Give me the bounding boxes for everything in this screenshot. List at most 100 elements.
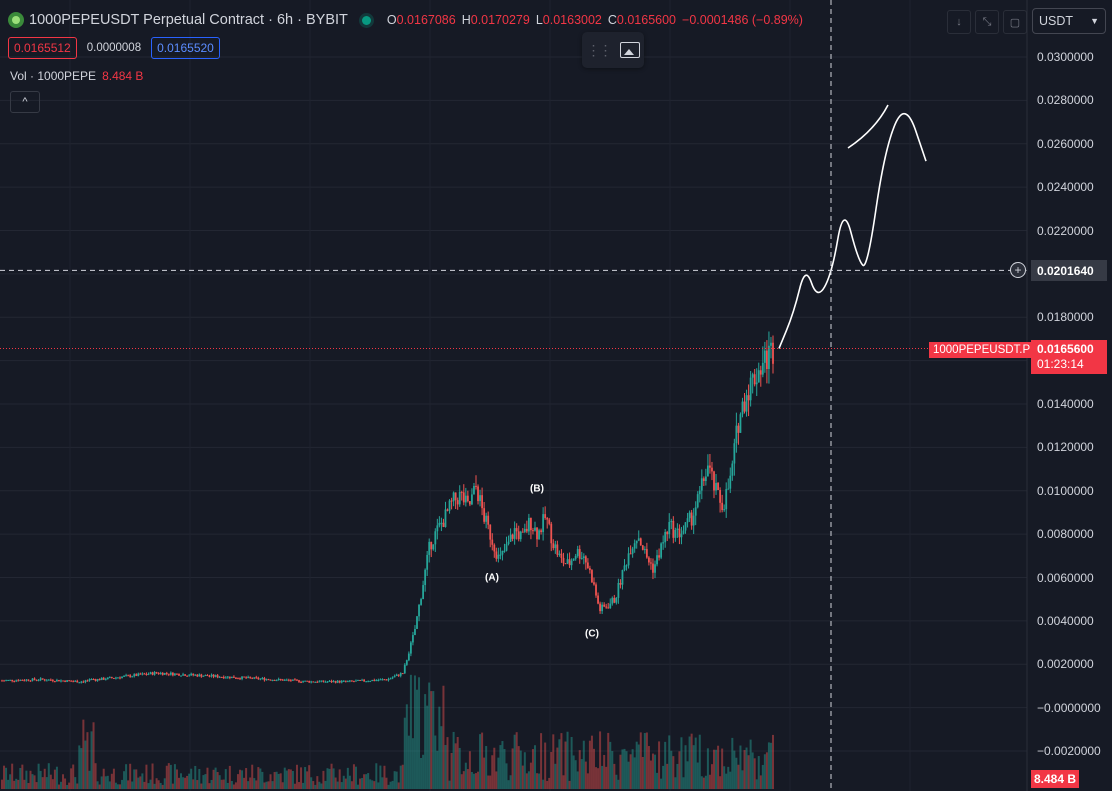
candle-body	[230, 676, 233, 679]
volume-bar	[666, 763, 669, 789]
candle-body	[310, 681, 313, 683]
volume-bar	[363, 774, 366, 789]
candle-body	[355, 680, 357, 682]
candle-body	[375, 680, 378, 682]
image-icon[interactable]	[619, 42, 640, 58]
candle-body	[80, 681, 83, 683]
add-plus-icon[interactable]: +	[1010, 262, 1026, 278]
projection-stub	[847, 104, 889, 149]
candle-body	[249, 676, 252, 678]
candle-body	[448, 500, 451, 511]
candle-body	[241, 676, 243, 679]
candle-body	[611, 597, 614, 604]
volume-bar	[194, 765, 197, 789]
volume-bar	[491, 755, 494, 789]
volume-bar	[322, 770, 325, 789]
volume-bar	[525, 773, 528, 789]
candle-body	[145, 673, 148, 675]
candle-body	[373, 679, 376, 681]
volume-bar	[15, 778, 18, 789]
candle-body	[184, 674, 186, 676]
candle-body	[682, 530, 685, 534]
ohlc-open: O0.0167086	[386, 13, 456, 27]
candle-body	[92, 679, 95, 681]
volume-bar	[450, 752, 453, 789]
candle-body	[269, 679, 272, 681]
candle-body	[692, 515, 695, 526]
candle-body	[648, 557, 650, 563]
volume-bar	[157, 780, 160, 789]
candle-body	[696, 494, 699, 508]
candle-body	[613, 597, 616, 603]
volume-bar	[605, 766, 608, 789]
volume-bar	[574, 760, 577, 789]
layout-icon[interactable]: ▢	[1003, 10, 1027, 34]
volume-bar	[674, 777, 677, 789]
volume-bar	[334, 777, 337, 789]
volume-bar	[542, 779, 545, 789]
candle-body	[137, 673, 140, 676]
candle-body	[466, 495, 469, 502]
volume-bar	[501, 741, 504, 789]
volume-bar	[350, 781, 353, 789]
candle-body	[74, 680, 77, 682]
price-axis-label: 0.0020000	[1037, 657, 1094, 672]
volume-bar	[45, 777, 48, 789]
candle-body	[224, 677, 227, 679]
candle-body	[420, 599, 422, 605]
volume-bar	[407, 735, 410, 789]
candle-body	[115, 677, 117, 679]
volume-bar	[670, 750, 673, 789]
candle-body	[76, 680, 79, 683]
candle-body	[245, 677, 248, 679]
candle-body	[676, 528, 679, 530]
volume-bar	[550, 751, 553, 789]
chevron-up-icon[interactable]: ^	[10, 91, 40, 113]
candle-body	[200, 674, 203, 677]
candle-body	[287, 679, 290, 681]
candle-body	[208, 675, 211, 677]
candle-body	[704, 476, 707, 481]
candle-body	[409, 642, 412, 654]
candle-body	[440, 522, 443, 524]
candle-body	[668, 521, 671, 535]
volume-bar	[590, 735, 593, 789]
candle-body	[554, 544, 557, 549]
volume-bar	[153, 783, 156, 789]
candle-body	[617, 582, 620, 598]
currency-select[interactable]: USDT ▼	[1032, 8, 1106, 34]
candle-body	[171, 672, 174, 676]
candle-body	[292, 679, 294, 681]
candle-body	[597, 595, 599, 604]
candle-body	[603, 604, 606, 607]
candle-body	[523, 528, 526, 532]
candle-body	[127, 675, 130, 677]
volume-bar	[129, 763, 132, 789]
drag-handle-icon[interactable]: ⋮⋮	[586, 41, 613, 58]
volume-bar	[230, 780, 233, 789]
arrow-down-icon[interactable]: ↓	[947, 10, 971, 34]
volume-bar	[509, 775, 512, 789]
candle-body	[609, 603, 612, 609]
candle-body	[473, 485, 475, 495]
volume-bar	[125, 764, 128, 789]
volume-legend: Vol · 1000PEPE 8.484 B	[10, 69, 144, 83]
volume-bar	[239, 769, 242, 789]
candle-body	[33, 678, 36, 680]
volume-bar	[84, 740, 87, 789]
fullscreen-icon[interactable]: ⤡	[975, 10, 999, 34]
candle-body	[578, 549, 581, 559]
volume-bar	[672, 756, 675, 789]
volume-bar	[224, 769, 227, 789]
candle-body	[9, 679, 12, 681]
candle-body	[149, 672, 152, 674]
candle-body	[460, 491, 463, 493]
candle-body	[690, 512, 693, 526]
sell-price-button[interactable]: 0.0165512	[8, 37, 77, 59]
candle-body	[51, 680, 54, 682]
volume-bar	[481, 732, 484, 789]
buy-price-button[interactable]: 0.0165520	[151, 37, 220, 59]
volume-bar	[493, 747, 496, 789]
symbol-title[interactable]: 1000PEPEUSDT Perpetual Contract · 6h · B…	[29, 12, 348, 28]
